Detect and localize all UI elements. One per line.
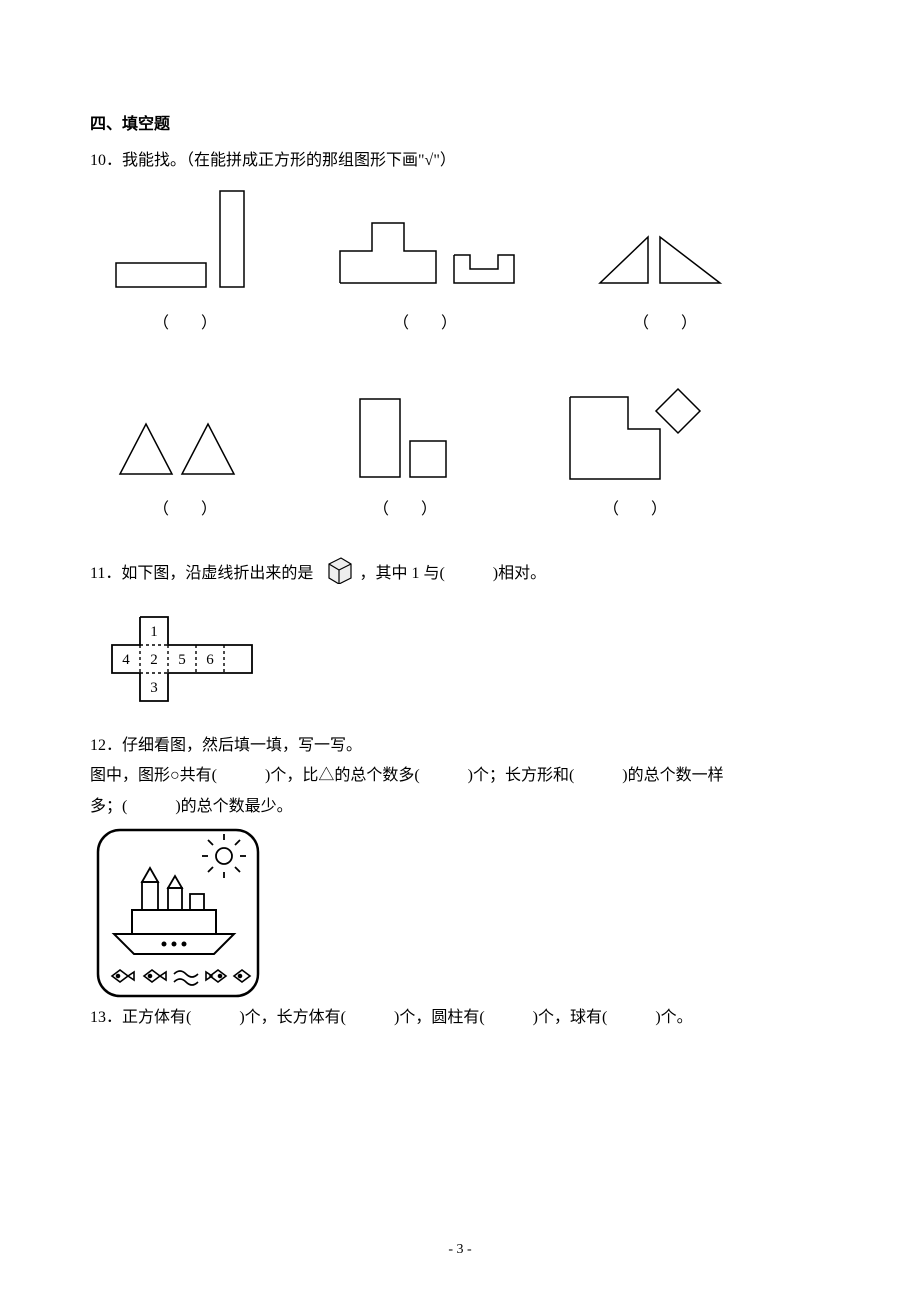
q10-fig-2-caption: （ ） (393, 309, 457, 339)
net-label-5: 5 (178, 652, 186, 668)
page-footer: - 3 - (0, 1237, 920, 1264)
q12-line2b: 多；( )的总个数最少。 (90, 792, 830, 822)
net-label-3: 3 (150, 680, 158, 696)
q10-fig-1: （ ） (110, 183, 260, 339)
q11-text-after: ，其中 1 与( )相对。 (359, 565, 546, 582)
q10-fig-5-svg (330, 379, 480, 489)
q10-fig-6: （ ） (550, 379, 720, 525)
q10-fig-1-svg (110, 183, 260, 303)
q10-fig-4-caption: （ ） (153, 495, 217, 525)
q10-fig-4-svg (110, 379, 260, 489)
q10-figrow-2: （ ） （ ） （ ） (110, 379, 830, 525)
q10-fig-3-svg (590, 183, 740, 303)
net-label-6: 6 (206, 652, 214, 668)
q10-fig-3-caption: （ ） (633, 309, 697, 339)
q11-net-svg: 1 4 2 5 6 3 (100, 609, 270, 719)
q12-picture-svg (94, 826, 264, 1001)
q12-line2a: 图中，图形○共有( )个，比△的总个数多( )个；长方形和( )的总个数一样 (90, 761, 830, 791)
question-11: 11．如下图，沿虚线折出来的是 ，其中 1 与( )相对。 (90, 554, 830, 589)
question-10: 10．我能找。（在能拼成正方形的那组图形下画"√"） (90, 146, 830, 176)
q12-number: 12． (90, 731, 122, 761)
net-label-1: 1 (150, 624, 158, 640)
q13-text: 正方体有( )个，长方体有( )个，圆柱有( )个，球有( )个。 (122, 1009, 693, 1026)
q10-fig-2: （ ） (330, 183, 520, 339)
question-13: 13．正方体有( )个，长方体有( )个，圆柱有( )个，球有( )个。 (90, 1003, 830, 1033)
q13-number: 13． (90, 1003, 122, 1033)
q11-text-before: 如下图，沿虚线折出来的是 (121, 565, 313, 582)
q12-line1: 仔细看图，然后填一填，写一写。 (122, 737, 362, 754)
q10-fig-5: （ ） (330, 379, 480, 525)
q10-text: 我能找。（在能拼成正方形的那组图形下画"√"） (122, 152, 456, 169)
q10-fig-3: （ ） (590, 183, 740, 339)
q11-number: 11． (90, 559, 121, 589)
section-heading: 四、填空题 (90, 110, 830, 140)
q10-fig-2-svg (330, 183, 520, 303)
net-label-2: 2 (150, 652, 158, 668)
cube-icon (323, 554, 353, 584)
q10-number: 10． (90, 146, 122, 176)
net-label-4: 4 (122, 652, 130, 668)
q12-picture (94, 826, 830, 1001)
q11-net: 1 4 2 5 6 3 (100, 609, 830, 719)
q10-figrow-1: （ ） （ ） （ ） (110, 183, 830, 339)
q10-fig-6-caption: （ ） (603, 495, 667, 525)
q10-fig-5-caption: （ ） (373, 495, 437, 525)
question-12: 12．仔细看图，然后填一填，写一写。 (90, 731, 830, 761)
q10-fig-1-caption: （ ） (153, 309, 217, 339)
q10-fig-4: （ ） (110, 379, 260, 525)
q10-fig-6-svg (550, 379, 720, 489)
